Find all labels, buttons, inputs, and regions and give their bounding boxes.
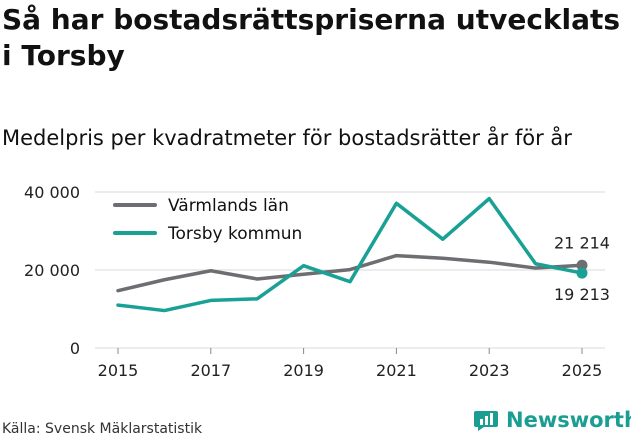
x-tick-label: 2023 [469, 361, 510, 380]
y-tick-label: 20 000 [24, 261, 80, 280]
series-line-lan [116, 253, 584, 293]
series-lines: 21 214 19 213 [116, 196, 610, 313]
y-axis-ticks: 0 20 000 40 000 [24, 183, 80, 358]
x-tick-label: 2021 [376, 361, 417, 380]
brand-logo: Newsworthy [474, 408, 631, 432]
x-axis-ticks: 2015 2017 2019 2021 2023 2025 [98, 348, 603, 380]
y-tick-label: 0 [70, 339, 80, 358]
x-tick-label: 2017 [190, 361, 231, 380]
end-point-lan [576, 259, 588, 271]
x-tick-label: 2025 [562, 361, 603, 380]
source-note: Källa: Svensk Mäklarstatistik [2, 421, 203, 437]
y-tick-label: 40 000 [24, 183, 80, 202]
legend-label-kommun: Torsby kommun [167, 224, 302, 244]
end-label-kommun: 19 213 [554, 285, 610, 304]
end-label-lan: 21 214 [554, 233, 610, 252]
legend: Värmlands län Torsby kommun [113, 196, 302, 244]
line-chart: 0 20 000 40 000 2015 2017 2019 2021 2023 2025 2… [24, 183, 610, 380]
chart-subtitle: Medelpris per kvadratmeter för bostadsrä… [2, 126, 572, 150]
newsworthy-icon [474, 411, 498, 431]
x-tick-label: 2019 [283, 361, 324, 380]
chart-title: Så har bostadsrättspriserna utvecklats i… [2, 3, 621, 72]
legend-label-lan: Värmlands län [168, 196, 289, 216]
series-line-kommun [116, 196, 584, 313]
brand-name: Newsworthy [506, 408, 631, 432]
end-point-kommun [576, 267, 588, 279]
x-tick-label: 2015 [98, 361, 139, 380]
